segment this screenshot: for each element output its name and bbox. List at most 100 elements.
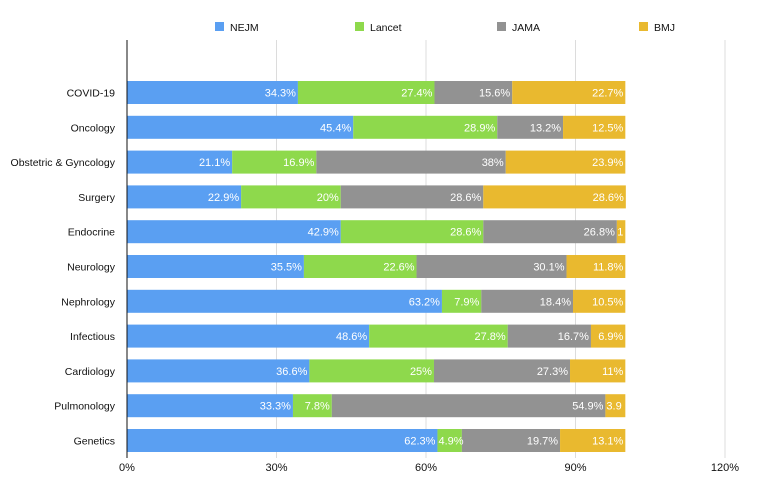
bar-bmj-endocrine bbox=[616, 220, 626, 244]
bar-jama-obstetric-gyncology bbox=[316, 150, 506, 174]
bar-jama-infectious bbox=[507, 324, 591, 348]
category-label: Genetics bbox=[74, 436, 115, 448]
data-label-jama: 16.7% bbox=[558, 331, 589, 343]
legend-item-nejm: NEJM bbox=[215, 22, 259, 34]
legend-label: NEJM bbox=[230, 22, 259, 34]
bar-jama-nephrology bbox=[481, 289, 574, 313]
data-label-nejm: 36.6% bbox=[276, 366, 307, 378]
bar-lancet-genetics bbox=[437, 429, 462, 452]
category-label: Oncology bbox=[71, 122, 116, 134]
bar-bmj-obstetric-gyncology bbox=[505, 150, 626, 174]
bar-jama-genetics bbox=[461, 429, 561, 452]
data-label-nejm: 33.3% bbox=[260, 401, 291, 413]
data-label-nejm: 22.9% bbox=[208, 192, 239, 204]
bar-lancet-nephrology bbox=[441, 289, 482, 313]
bar-nejm-endocrine bbox=[127, 220, 341, 244]
category-label: Infectious bbox=[70, 331, 115, 343]
bar-lancet-surgery bbox=[241, 185, 341, 209]
bar-lancet-infectious bbox=[369, 324, 508, 348]
legend-item-jama: JAMA bbox=[497, 22, 540, 34]
bar-nejm-cardiology bbox=[127, 359, 310, 383]
data-label-nejm: 21.1% bbox=[199, 157, 230, 169]
data-label-bmj: 28.6% bbox=[593, 192, 624, 204]
bar-bmj-oncology bbox=[563, 115, 626, 139]
category-label: Cardiology bbox=[65, 366, 116, 378]
gridlines bbox=[276, 40, 726, 458]
data-label-lancet: 25% bbox=[410, 366, 432, 378]
data-label-jama: 30.1% bbox=[533, 262, 564, 274]
data-label-jama: 28.6% bbox=[450, 192, 481, 204]
bar-bmj-cardiology bbox=[570, 359, 626, 383]
data-label-nejm: 42.9% bbox=[308, 227, 339, 239]
category-label: Pulmonology bbox=[54, 401, 115, 413]
data-label-bmj: 23.9% bbox=[592, 157, 623, 169]
legend-label: JAMA bbox=[512, 22, 540, 34]
bar-lancet-pulmonology bbox=[292, 394, 332, 418]
data-labels: 34.3% 27.4% 15.6% 22.7% 45.4% 28.9% 13.2% 12.5%… bbox=[199, 88, 624, 448]
data-label-lancet: 7.9% bbox=[454, 296, 479, 308]
data-label-jama: 13.2% bbox=[530, 122, 561, 134]
data-label-nejm: 48.6% bbox=[336, 331, 367, 343]
bar-nejm-neurology bbox=[127, 255, 304, 278]
data-label-nejm: 63.2% bbox=[409, 296, 440, 308]
bar-lancet-cardiology bbox=[309, 359, 434, 383]
data-label-bmj: 11% bbox=[602, 366, 623, 378]
data-label-lancet: 16.9% bbox=[283, 157, 314, 169]
bar-nejm-pulmonology bbox=[127, 394, 293, 418]
y-axis-labels: COVID-19 Oncology Obstetric & Gyncology Sur… bbox=[11, 88, 116, 448]
data-label-jama: 18.4% bbox=[540, 296, 571, 308]
legend-swatch bbox=[639, 22, 648, 31]
data-label-jama: 27.3% bbox=[537, 366, 568, 378]
data-label-bmj: 1 bbox=[617, 227, 623, 239]
legend: NEJM Lancet JAMA BMJ bbox=[215, 22, 675, 34]
data-label-lancet: 20% bbox=[317, 192, 339, 204]
data-label-nejm: 34.3% bbox=[265, 88, 296, 100]
bar-bmj-pulmonology bbox=[605, 394, 626, 418]
bar-nejm-nephrology bbox=[127, 289, 442, 313]
data-label-lancet: 22.6% bbox=[383, 262, 414, 274]
bar-jama-covid-19 bbox=[434, 81, 513, 104]
data-label-bmj: 12.5% bbox=[592, 122, 623, 134]
category-label: COVID-19 bbox=[67, 88, 116, 100]
bar-nejm-surgery bbox=[127, 185, 242, 209]
bar-bmj-neurology bbox=[566, 255, 626, 278]
data-label-jama: 26.8% bbox=[584, 227, 615, 239]
bar-bmj-surgery bbox=[483, 185, 626, 209]
data-label-bmj: 13.1% bbox=[592, 436, 623, 448]
data-label-nejm: 45.4% bbox=[320, 122, 351, 134]
bar-bmj-infectious bbox=[590, 324, 626, 348]
data-label-lancet: 4.9% bbox=[438, 436, 463, 448]
bar-nejm-oncology bbox=[127, 115, 354, 139]
category-label: Endocrine bbox=[68, 227, 115, 239]
data-label-jama: 19.7% bbox=[527, 436, 558, 448]
legend-swatch bbox=[497, 22, 506, 31]
category-label: Neurology bbox=[67, 262, 116, 274]
x-axis-tick-labels: 0% 30% 60% 90% 120% bbox=[119, 462, 739, 474]
bar-bmj-genetics bbox=[560, 429, 626, 452]
data-label-lancet: 27.8% bbox=[475, 331, 506, 343]
data-label-lancet: 28.6% bbox=[450, 227, 481, 239]
legend-swatch bbox=[355, 22, 364, 31]
data-label-lancet: 27.4% bbox=[401, 88, 432, 100]
data-label-jama: 54.9% bbox=[572, 401, 603, 413]
data-label-lancet: 7.8% bbox=[305, 401, 330, 413]
bar-nejm-covid-19 bbox=[127, 81, 298, 104]
bar-bmj-covid-19 bbox=[512, 81, 626, 104]
data-label-bmj: 10.5% bbox=[592, 296, 623, 308]
legend-item-lancet: Lancet bbox=[355, 22, 402, 34]
bar-lancet-oncology bbox=[353, 115, 498, 139]
bar-lancet-endocrine bbox=[340, 220, 484, 244]
bar-jama-endocrine bbox=[483, 220, 617, 244]
bar-jama-surgery bbox=[340, 185, 484, 209]
category-label: Surgery bbox=[78, 192, 116, 204]
bar-nejm-genetics bbox=[127, 429, 438, 452]
data-label-bmj: 22.7% bbox=[592, 88, 623, 100]
data-label-nejm: 62.3% bbox=[404, 436, 435, 448]
category-label: Obstetric & Gyncology bbox=[11, 157, 116, 169]
bar-nejm-obstetric-gyncology bbox=[127, 150, 233, 174]
x-tick-label: 60% bbox=[415, 462, 437, 474]
data-label-jama: 38% bbox=[482, 157, 504, 169]
bar-jama-oncology bbox=[497, 115, 564, 139]
x-tick-label: 30% bbox=[265, 462, 287, 474]
